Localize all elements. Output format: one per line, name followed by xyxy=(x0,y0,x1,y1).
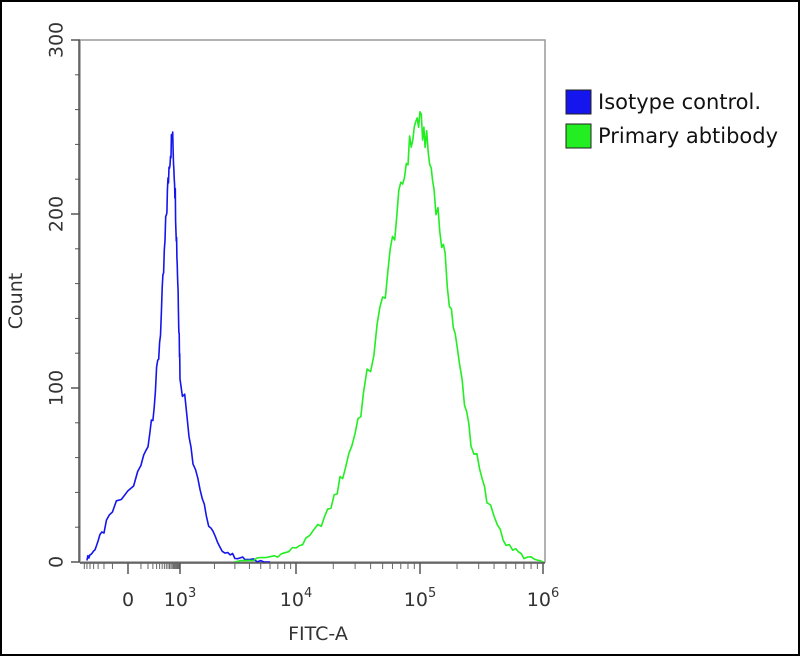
y-axis: 0 100 200 300 xyxy=(46,22,80,568)
y-axis-title: Count xyxy=(5,273,27,329)
plot-area xyxy=(79,39,546,563)
y-tick-label: 0 xyxy=(46,556,68,568)
x-tick-label: 103 xyxy=(164,586,196,611)
series-line-primary xyxy=(234,111,544,563)
y-tick-label: 200 xyxy=(46,196,68,232)
legend-item-primary: Primary abtibody xyxy=(565,123,778,149)
plot-border xyxy=(79,39,546,563)
x-axis: 0 103 104 105 106 xyxy=(80,562,559,611)
legend-item-isotype: Isotype control. xyxy=(565,89,761,115)
y-tick-label: 300 xyxy=(46,22,68,58)
series-layer xyxy=(86,111,544,563)
x-tick-label: 0 xyxy=(122,589,134,611)
legend-label-primary: Primary abtibody xyxy=(598,124,778,148)
y-tick-label: 100 xyxy=(46,370,68,406)
legend-swatch-isotype xyxy=(565,89,592,115)
x-tick-label: 105 xyxy=(404,586,436,611)
x-tick-exponent: 4 xyxy=(304,586,312,601)
x-tick-label: 104 xyxy=(280,586,312,611)
x-tick-exponent: 5 xyxy=(428,586,436,601)
legend-label-isotype: Isotype control. xyxy=(598,90,761,114)
x-axis-title: FITC-A xyxy=(288,623,348,645)
x-tick-label: 106 xyxy=(527,586,559,611)
x-tick-exponent: 6 xyxy=(551,586,559,601)
series-line-isotype xyxy=(86,131,270,563)
legend-swatch-primary xyxy=(565,123,592,149)
legend: Isotype control. Primary abtibody xyxy=(565,89,778,149)
x-tick-exponent: 3 xyxy=(188,586,196,601)
